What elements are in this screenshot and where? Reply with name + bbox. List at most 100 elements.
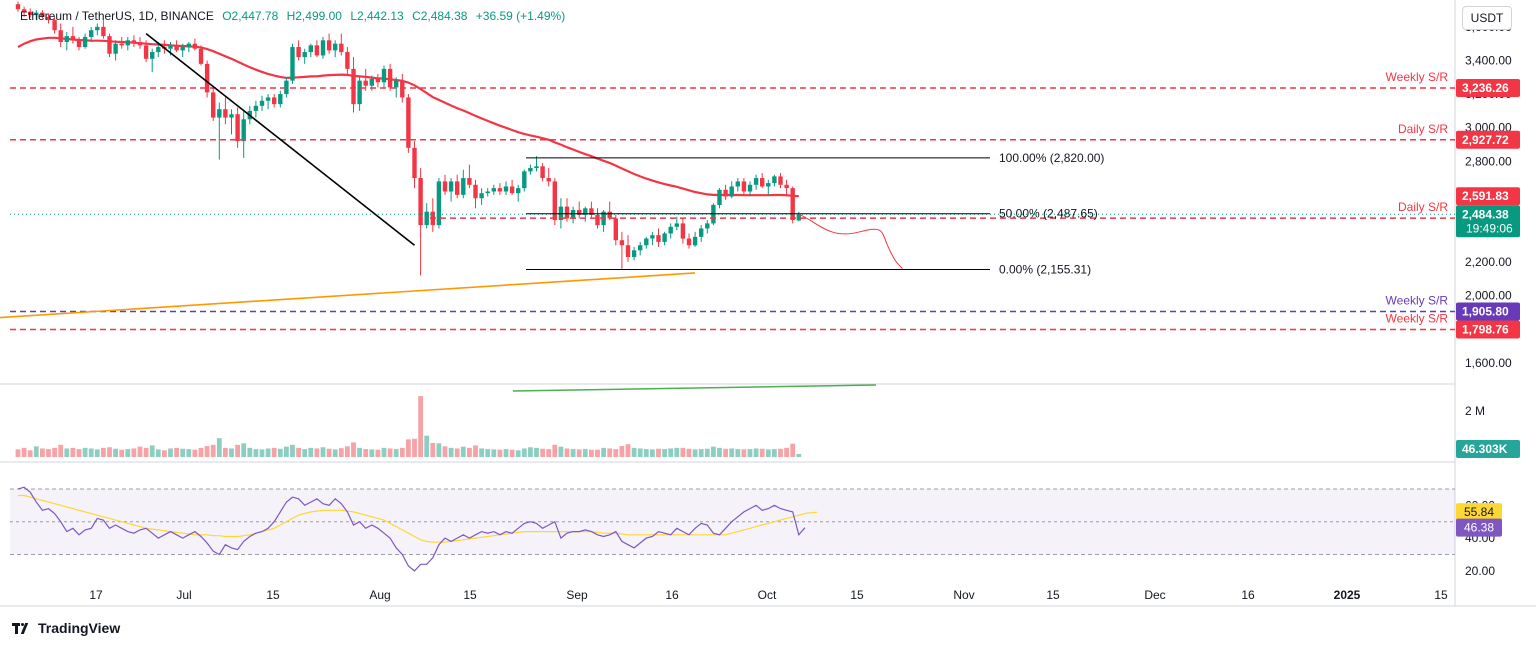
volume-bar bbox=[601, 447, 606, 457]
candle-body bbox=[375, 78, 381, 83]
volume-bar bbox=[338, 448, 344, 457]
rsi-tag bbox=[1456, 518, 1502, 537]
symbol-title[interactable]: Ethereum / TetherUS, 1D, BINANCE bbox=[20, 9, 214, 23]
time-tick-label: Aug bbox=[369, 588, 390, 602]
volume-bar bbox=[363, 449, 369, 457]
sr-label: Daily S/R bbox=[1398, 200, 1448, 214]
volume-bar bbox=[668, 448, 674, 457]
horizontal-levels: Weekly S/R Daily S/R Daily S/R Weekly S/R We… bbox=[10, 70, 1455, 331]
candle bbox=[192, 38, 198, 51]
candle-body bbox=[668, 226, 673, 234]
volume-bar bbox=[674, 447, 680, 457]
candle bbox=[674, 216, 679, 231]
candle-body bbox=[259, 100, 265, 106]
volume-bar bbox=[259, 449, 265, 457]
volume-bar bbox=[680, 447, 686, 457]
candle-body bbox=[101, 26, 106, 37]
volume-bar bbox=[491, 449, 497, 457]
candle-body bbox=[766, 183, 771, 187]
candle bbox=[528, 164, 533, 175]
candle bbox=[28, 8, 33, 18]
candle-body bbox=[46, 16, 51, 21]
volume-bar bbox=[326, 448, 332, 457]
candle-body bbox=[674, 223, 679, 227]
volume-bar bbox=[558, 446, 564, 457]
price-tick-label: 3,400.00 bbox=[1465, 53, 1512, 67]
ema-line bbox=[17, 36, 799, 198]
candle bbox=[82, 33, 88, 49]
candle-body bbox=[741, 181, 747, 192]
candle-body bbox=[747, 184, 753, 192]
volume-bar bbox=[94, 449, 100, 457]
volume-bar bbox=[375, 449, 381, 457]
volume-bar bbox=[40, 448, 45, 457]
brand-name: TradingView bbox=[38, 620, 121, 636]
volume-bar bbox=[143, 447, 149, 457]
candle-body bbox=[198, 48, 204, 64]
volume-bar bbox=[735, 449, 741, 457]
candle-body bbox=[692, 236, 698, 246]
tradingview-brand[interactable]: TradingView bbox=[12, 620, 120, 636]
rsi-ma-tag bbox=[1456, 503, 1502, 522]
candle-body bbox=[778, 176, 783, 185]
candle bbox=[680, 218, 686, 244]
candle-body bbox=[436, 181, 442, 226]
candle-body bbox=[400, 80, 405, 98]
candle-body bbox=[491, 188, 496, 192]
candle bbox=[522, 169, 527, 192]
candle bbox=[58, 23, 63, 48]
candle-body bbox=[326, 40, 332, 51]
candle-body bbox=[211, 92, 216, 118]
volume-bar bbox=[564, 448, 570, 457]
candle-body bbox=[784, 184, 789, 189]
volume-bar bbox=[332, 449, 338, 457]
candle bbox=[473, 179, 478, 209]
candle bbox=[64, 31, 69, 51]
price-tick-label: 2,000.00 bbox=[1465, 289, 1512, 303]
price-axis[interactable]: 3,600.003,400.003,200.003,000.002,800.00… bbox=[1465, 20, 1512, 578]
sr-price-tag bbox=[1456, 130, 1520, 149]
candles bbox=[15, 1, 801, 276]
candle bbox=[503, 181, 509, 195]
volume-bar bbox=[229, 448, 234, 457]
candle-body bbox=[680, 223, 686, 239]
candle bbox=[595, 208, 600, 229]
volume-bar bbox=[64, 448, 70, 457]
candle-body bbox=[143, 45, 149, 59]
volume-bar bbox=[546, 449, 552, 457]
volume-bar bbox=[277, 448, 283, 457]
volume-bar bbox=[46, 449, 51, 457]
volume-bar bbox=[589, 449, 594, 457]
candle-body bbox=[625, 245, 631, 258]
candle bbox=[656, 228, 661, 247]
candle-body bbox=[357, 80, 362, 105]
candle bbox=[589, 201, 594, 219]
candle-body bbox=[320, 40, 326, 56]
candle-body bbox=[522, 171, 527, 189]
low-value: L2,442.13 bbox=[350, 9, 404, 23]
candle-body bbox=[424, 211, 429, 226]
candle-body bbox=[650, 235, 655, 239]
candle bbox=[143, 40, 149, 63]
volume-bar bbox=[686, 448, 692, 457]
volume-bar bbox=[552, 444, 558, 457]
volume-bar bbox=[107, 447, 112, 457]
rsi-line bbox=[17, 486, 806, 572]
volume-bar bbox=[741, 449, 747, 457]
candle bbox=[339, 33, 344, 56]
candle-body bbox=[95, 26, 100, 31]
volume-bar bbox=[717, 447, 722, 457]
candle bbox=[52, 16, 57, 34]
candle bbox=[101, 20, 106, 39]
candle bbox=[735, 178, 740, 192]
time-axis[interactable]: 17 Jul 15 Aug 15 Sep 16 Oct 15 Nov 15 Dec 16 2025 15 bbox=[89, 588, 1448, 602]
volume-bar bbox=[52, 447, 57, 457]
candle bbox=[204, 60, 210, 98]
currency-unit-button[interactable]: USDT bbox=[1462, 6, 1512, 30]
candle bbox=[753, 174, 759, 190]
candle-body bbox=[699, 228, 704, 237]
candle bbox=[351, 57, 356, 113]
volume-bar bbox=[656, 448, 661, 457]
candle-body bbox=[272, 97, 277, 105]
